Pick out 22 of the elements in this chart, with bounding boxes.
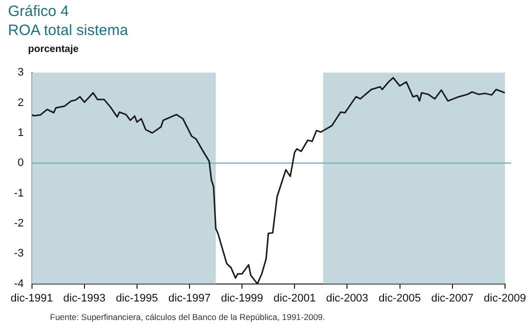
x-tick-label: dic-2009: [484, 292, 526, 304]
y-tick-label: -3: [14, 248, 24, 260]
y-tick-label: 1: [18, 126, 24, 139]
x-tick-label: dic-1995: [116, 292, 158, 304]
chart-title: Gráfico 4: [8, 2, 70, 21]
y-tick-label: 3: [18, 66, 24, 79]
x-tick-label: dic-2001: [274, 292, 316, 304]
y-axis-title: porcentaje: [28, 44, 79, 55]
y-tick-label: -4: [14, 278, 24, 290]
x-tick-label: dic-1993: [63, 292, 106, 304]
y-tick-label: 0: [18, 157, 24, 170]
x-tick-label: dic-1991: [10, 292, 53, 304]
y-tick-label: 2: [18, 96, 24, 109]
chart-subtitle: ROA total sistema: [8, 21, 128, 40]
source-note: Fuente: Superfinanciera, cálculos del Banco de la República, 1991-2009.: [50, 312, 326, 322]
y-tick-label: -1: [14, 187, 24, 200]
x-tick-label: dic-2007: [431, 292, 474, 304]
x-tick-label: dic-1999: [220, 292, 264, 304]
y-tick-label: -2: [14, 217, 24, 230]
x-tick-label: dic-1997: [168, 292, 211, 304]
x-tick-label: dic-2005: [378, 292, 421, 304]
x-tick-label: dic-2003: [326, 292, 368, 304]
